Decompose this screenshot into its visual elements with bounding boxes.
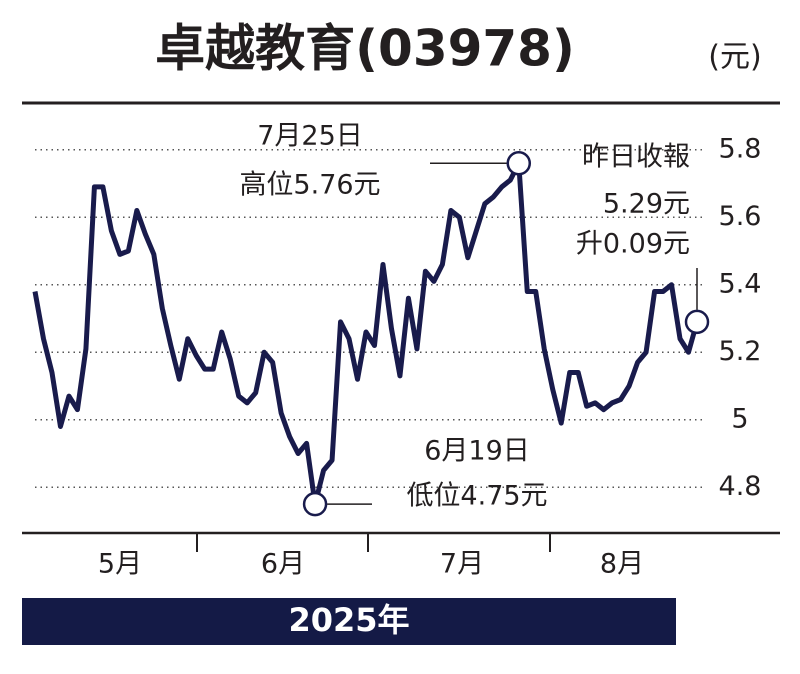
y-tick-label: 5.8 bbox=[719, 133, 762, 164]
x-tick-label: 7月 bbox=[440, 549, 484, 580]
annotation-text: 升0.09元 bbox=[576, 229, 690, 260]
annotation-text: 6月19日 bbox=[424, 436, 530, 467]
price-line bbox=[32, 160, 700, 507]
y-tick-label: 5.2 bbox=[719, 336, 762, 367]
annotation-marker bbox=[684, 309, 710, 335]
x-tick-label: 8月 bbox=[600, 549, 644, 580]
unit-label: (元) bbox=[708, 40, 761, 75]
year-label: 2025年 bbox=[288, 601, 409, 639]
annotation-text: 5.29元 bbox=[603, 189, 690, 220]
annotation-text: 低位4.75元 bbox=[406, 481, 547, 512]
annotation-text: 高位5.76元 bbox=[239, 170, 380, 201]
y-tick-label: 5.6 bbox=[719, 201, 762, 232]
annotation-text: 7月25日 bbox=[257, 121, 363, 152]
y-tick-label: 4.8 bbox=[719, 471, 762, 502]
y-tick-label: 5 bbox=[731, 403, 748, 434]
annotation-text: 昨日收報 bbox=[582, 142, 690, 173]
annotation-marker bbox=[506, 151, 532, 176]
chart-title: 卓越教育(03978) bbox=[155, 20, 575, 78]
y-tick-label: 5.4 bbox=[719, 268, 762, 299]
x-tick-label: 5月 bbox=[98, 549, 142, 580]
x-tick-label: 6月 bbox=[261, 549, 305, 580]
year-band bbox=[22, 598, 676, 645]
annotation-marker bbox=[302, 491, 328, 517]
